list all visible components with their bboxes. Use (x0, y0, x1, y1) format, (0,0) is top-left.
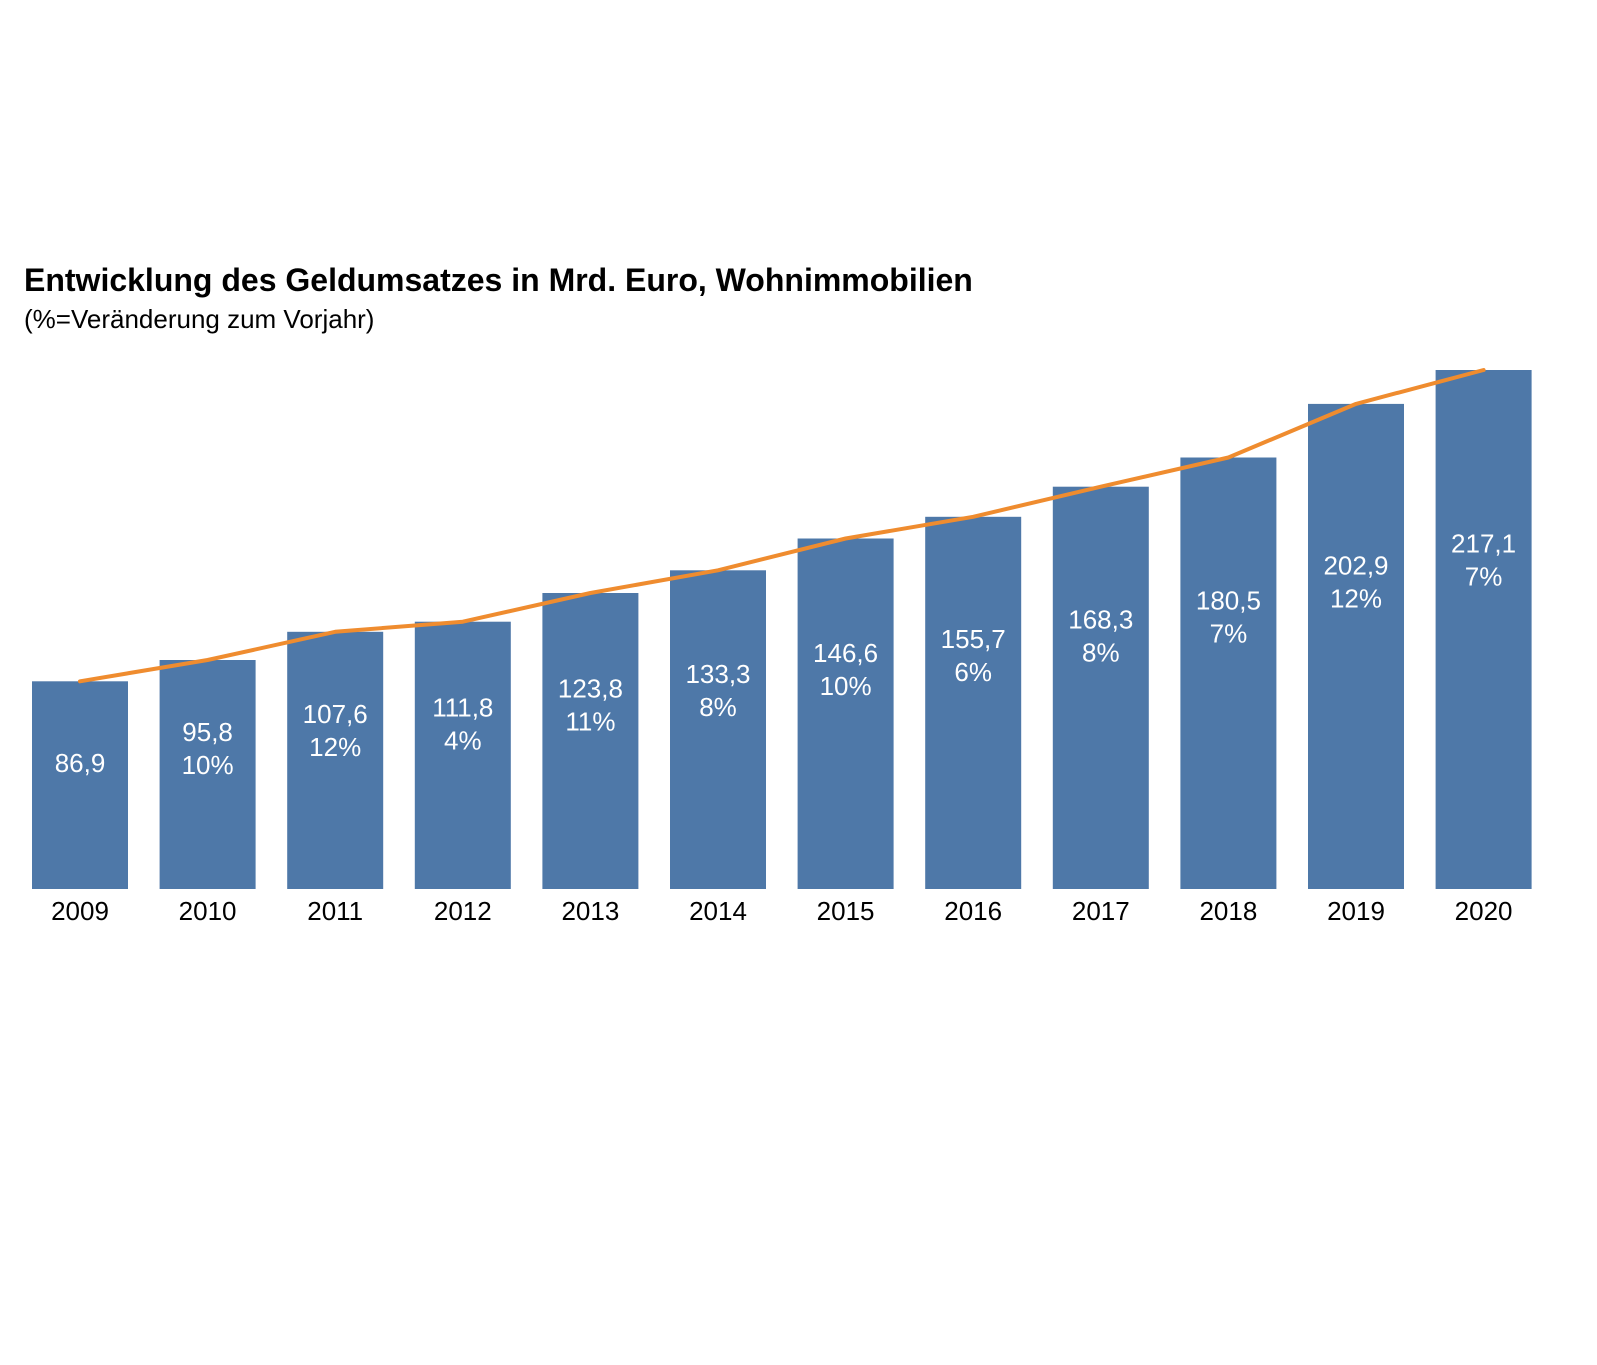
x-axis-ticks: 2009 2010 2011 2012 2013 2014 2015 2016 2017 2018… (51, 896, 1512, 926)
x-tick-2016: 2016 (944, 896, 1002, 926)
x-tick-2012: 2012 (434, 896, 492, 926)
x-tick-2013: 2013 (561, 896, 619, 926)
bar-2009 (32, 681, 128, 889)
chart-title: Entwicklung des Geldumsatzes in Mrd. Eur… (24, 262, 973, 298)
change-label-2010: 10% (182, 750, 234, 780)
value-label-2015: 146,6 (813, 638, 878, 668)
bar-2015 (797, 538, 894, 889)
change-label-2014: 8% (699, 692, 737, 722)
chart-subtitle: (%=Veränderung zum Vorjahr) (24, 304, 375, 334)
value-label-2019: 202,9 (1323, 551, 1388, 581)
bar-2017 (1052, 486, 1149, 889)
value-label-2017: 168,3 (1068, 605, 1133, 635)
change-label-2013: 11% (565, 707, 615, 737)
x-tick-2017: 2017 (1072, 896, 1130, 926)
x-tick-2010: 2010 (179, 896, 237, 926)
change-label-2020: 7% (1465, 562, 1503, 592)
x-tick-2014: 2014 (689, 896, 747, 926)
change-label-2019: 12% (1330, 584, 1382, 614)
bar-2011 (287, 631, 384, 889)
bar-2013 (542, 593, 639, 889)
change-label-2016: 6% (954, 657, 992, 687)
bar-2019 (1308, 403, 1404, 889)
value-label-2020: 217,1 (1451, 529, 1516, 559)
value-label-2012: 111,8 (432, 692, 493, 722)
bar-2012 (414, 621, 511, 889)
x-tick-2011: 2011 (307, 896, 363, 926)
change-label-2011: 12% (309, 732, 361, 762)
bar-2016 (925, 516, 1022, 889)
value-label-2009: 86,9 (55, 748, 106, 778)
change-label-2012: 4% (444, 725, 482, 755)
bar-2010 (159, 660, 256, 889)
x-tick-2020: 2020 (1455, 896, 1513, 926)
x-tick-2019: 2019 (1327, 896, 1385, 926)
bars-layer (32, 370, 1532, 889)
value-label-2013: 123,8 (558, 674, 623, 704)
change-label-2015: 10% (820, 671, 872, 701)
x-tick-2009: 2009 (51, 896, 109, 926)
trend-line (78, 368, 1486, 684)
bar-2014 (670, 570, 766, 889)
x-tick-2018: 2018 (1199, 896, 1257, 926)
trend-line-layer (78, 368, 1486, 684)
value-label-2016: 155,7 (941, 624, 1006, 654)
change-label-2017: 8% (1082, 638, 1120, 668)
value-label-2010: 95,8 (182, 717, 233, 747)
value-label-2018: 180,5 (1196, 586, 1261, 616)
bar-2018 (1180, 457, 1277, 889)
value-label-2014: 133,3 (685, 659, 750, 689)
bar-2020 (1435, 370, 1532, 889)
bar-labels-layer: 86,995,810%107,612%111,84%123,811%133,38… (55, 529, 1516, 781)
change-label-2018: 7% (1210, 619, 1248, 649)
value-label-2011: 107,6 (303, 699, 368, 729)
x-tick-2015: 2015 (817, 896, 875, 926)
